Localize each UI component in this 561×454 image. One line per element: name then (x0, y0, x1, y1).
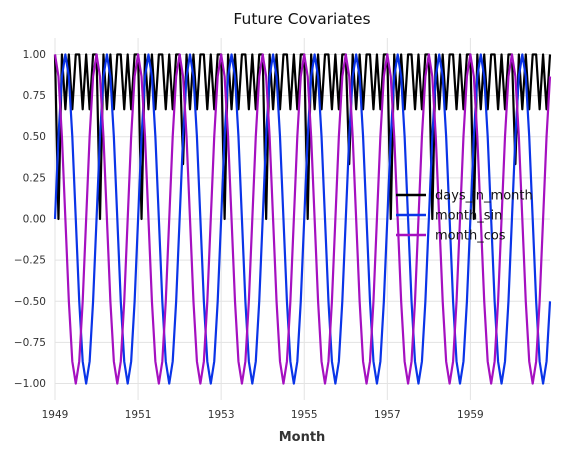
y-tick-label: 0.50 (23, 131, 46, 143)
x-tick-label: 1951 (125, 409, 152, 421)
series-line-month-sin (53, 53, 552, 385)
legend: days_in_month month_sin month_cos (396, 189, 533, 244)
y-tick-label: −0.50 (14, 296, 46, 308)
x-tick-label: 1953 (208, 409, 235, 421)
x-tick-label: 1949 (42, 409, 69, 421)
y-tick-label: −0.75 (14, 337, 46, 349)
y-tick-label: −0.25 (14, 255, 46, 267)
legend-label: month_cos (435, 229, 506, 244)
legend-label: days_in_month (435, 189, 533, 204)
legend-label: month_sin (435, 209, 502, 224)
y-tick-label: 0.00 (23, 214, 46, 226)
x-axis-ticks: 1949 1951 1953 1955 1957 1959 (42, 409, 484, 421)
series-line-month-cos (53, 53, 552, 385)
y-tick-label: 1.00 (23, 49, 46, 61)
y-tick-label: 0.75 (23, 90, 46, 102)
chart-title: Future Covariates (233, 10, 370, 28)
x-tick-label: 1959 (457, 409, 484, 421)
y-axis-ticks: 1.00 0.75 0.50 0.25 0.00 −0.25 −0.50 −0.75 −1.00 (14, 49, 46, 390)
x-tick-label: 1957 (374, 409, 401, 421)
y-tick-label: −1.00 (14, 378, 46, 390)
y-tick-label: 0.25 (23, 172, 46, 184)
x-axis-label: Month (279, 430, 326, 445)
series-lines (53, 53, 552, 385)
x-tick-label: 1955 (291, 409, 318, 421)
